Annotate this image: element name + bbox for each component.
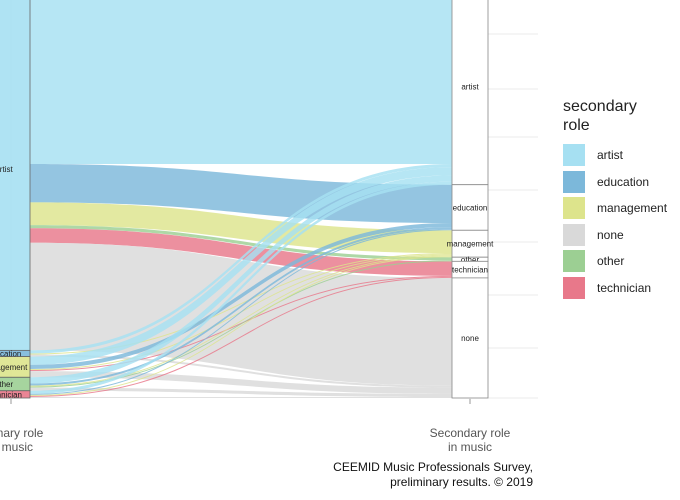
legend-swatch (563, 276, 585, 299)
strata-boxes: artisteducationmanagementothertechnician… (0, 0, 494, 399)
caption-line-2: preliminary results. © 2019 (390, 475, 533, 489)
legend-title-line: role (563, 117, 590, 134)
flow-other-to-other (30, 260, 452, 388)
flow-ribbons (30, 0, 452, 398)
axis-title-line: in music (0, 440, 33, 454)
right-stratum-label-other: other (461, 255, 480, 264)
right-stratum-education (451, 184, 489, 231)
legend-item-other: other (563, 248, 667, 275)
left-stratum-technician (0, 390, 31, 399)
right-stratum-artist (451, 0, 489, 186)
legend-label: artist (597, 148, 624, 163)
legend-item-education: education (563, 169, 667, 196)
left-stratum-label-management: management (0, 363, 28, 372)
right-axis-title: Secondary role in music (430, 426, 511, 454)
legend-item-artist: artist (563, 142, 667, 169)
flow-other-to-management (30, 255, 452, 387)
legend-item-management: management (563, 195, 667, 222)
left-stratum-label-technician: technician (0, 390, 22, 399)
right-stratum-none (451, 277, 489, 399)
legend-label: management (597, 201, 668, 216)
flow-technician-to-none (30, 396, 452, 398)
right-stratum-management (451, 229, 489, 258)
right-stratum-label-management: management (447, 240, 494, 249)
legend-item-technician: technician (563, 275, 667, 302)
flow-technician-to-technician (30, 276, 452, 397)
axis-title-line: Primary role (0, 426, 44, 440)
legend-swatch (563, 144, 585, 167)
axis-title-line: Secondary role (430, 426, 511, 440)
right-stratum-label-technician: technician (452, 266, 488, 275)
flow-management-to-education (30, 223, 452, 370)
flow-management-to-technician (30, 275, 452, 372)
legend-label: other (597, 254, 625, 269)
flow-other-to-artist (30, 175, 452, 384)
legend-swatch (563, 170, 585, 193)
flow-management-to-artist (30, 167, 452, 365)
caption: CEEMID Music Professionals Survey, preli… (333, 460, 533, 490)
left-stratum-label-other: other (0, 380, 13, 389)
flow-other-to-education (30, 227, 452, 386)
right-stratum-label-none: none (461, 334, 479, 343)
legend-label: technician (597, 280, 652, 295)
flow-artist-to-artist (30, 0, 452, 165)
flow-artist-to-other (30, 225, 452, 261)
flow-technician-to-management (30, 256, 452, 396)
right-stratum-label-education: education (453, 203, 488, 212)
caption-line-1: CEEMID Music Professionals Survey, (333, 460, 533, 474)
flow-education-to-artist (30, 164, 452, 354)
legend-swatch (563, 197, 585, 220)
legend-title: secondary role (563, 97, 667, 135)
left-stratum-label-education: education (0, 349, 21, 358)
legend-label: education (597, 174, 650, 189)
flow-technician-to-education (30, 229, 452, 395)
right-stratum-label-artist: artist (461, 82, 479, 91)
flow-technician-to-artist (30, 181, 452, 394)
flow-other-to-none (30, 387, 452, 397)
legend-swatch (563, 250, 585, 273)
axis-title-line: in music (448, 440, 492, 454)
left-stratum-label-artist: artist (0, 165, 13, 174)
legend-label: none (597, 227, 624, 242)
legend: secondary role artist education management n… (563, 97, 667, 301)
legend-items: artist education management none other techni… (563, 142, 667, 301)
flow-education-to-management (30, 253, 452, 355)
left-stratum-artist (0, 0, 31, 351)
flow-artist-to-education (30, 164, 452, 224)
flow-education-to-none (30, 354, 452, 388)
legend-item-none: none (563, 222, 667, 249)
legend-title-line: secondary (563, 98, 637, 115)
legend-swatch (563, 223, 585, 246)
